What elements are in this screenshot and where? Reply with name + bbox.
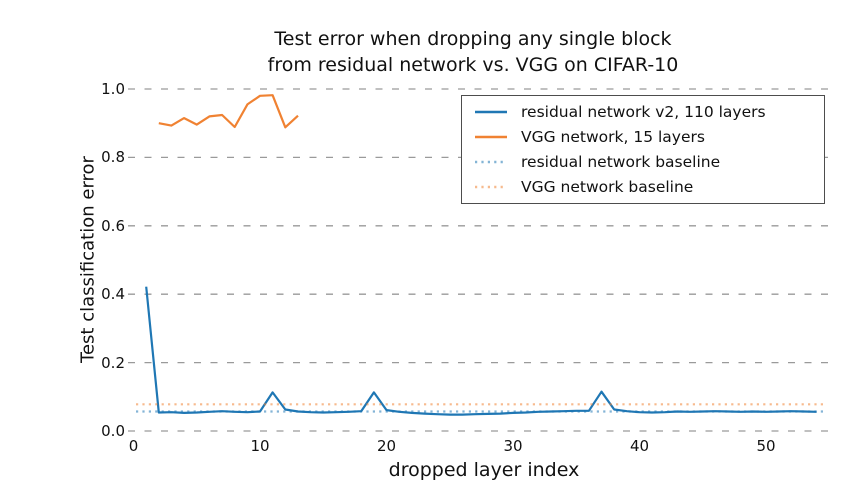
legend-entry-residual-baseline: residual network baseline xyxy=(474,150,824,175)
x-tick-label-50: 50 xyxy=(756,437,776,455)
legend-line-sample-residual-baseline xyxy=(475,160,507,164)
legend-label: VGG network, 15 layers xyxy=(521,127,705,146)
y-tick-label-1.0: 1.0 xyxy=(101,80,125,98)
chart-title-line1: Test error when dropping any single bloc… xyxy=(274,28,672,50)
legend-line-sample-residual xyxy=(475,110,507,113)
x-axis-label: dropped layer index xyxy=(388,459,580,481)
series-line-vgg xyxy=(158,94,299,129)
y-tick-label-0.2: 0.2 xyxy=(101,353,125,372)
chart-title-line2: from residual network vs. VGG on CIFAR-1… xyxy=(267,54,679,76)
legend-label: VGG network baseline xyxy=(521,178,694,197)
legend-label: residual network v2, 110 layers xyxy=(521,102,766,121)
y-tick-label-0.4: 0.4 xyxy=(101,285,125,304)
legend-label: residual network baseline xyxy=(521,153,721,172)
x-tick-label-40: 40 xyxy=(629,437,650,455)
x-tick-label-30: 30 xyxy=(503,437,523,455)
legend-entry-residual: residual network v2, 110 layers xyxy=(474,99,824,124)
legend-entry-vgg: VGG network, 15 layers xyxy=(474,124,824,149)
chart-title: Test error when dropping any single bloc… xyxy=(133,26,813,78)
legend: residual network v2, 110 layers VGG netw… xyxy=(461,95,825,204)
y-tick-label-0.8: 0.8 xyxy=(101,148,125,167)
x-tick-label-10: 10 xyxy=(250,437,270,455)
x-tick-label-20: 20 xyxy=(376,437,397,455)
x-tick-label-0: 0 xyxy=(128,437,139,455)
legend-line-sample-vgg-baseline xyxy=(475,186,507,189)
y-tick-label-0.6: 0.6 xyxy=(101,216,125,235)
legend-entry-vgg-baseline: VGG network baseline xyxy=(474,175,824,200)
series-line-residual xyxy=(145,286,817,416)
y-tick-label-0.0: 0.0 xyxy=(101,422,125,440)
legend-line-sample-vgg xyxy=(475,135,507,139)
